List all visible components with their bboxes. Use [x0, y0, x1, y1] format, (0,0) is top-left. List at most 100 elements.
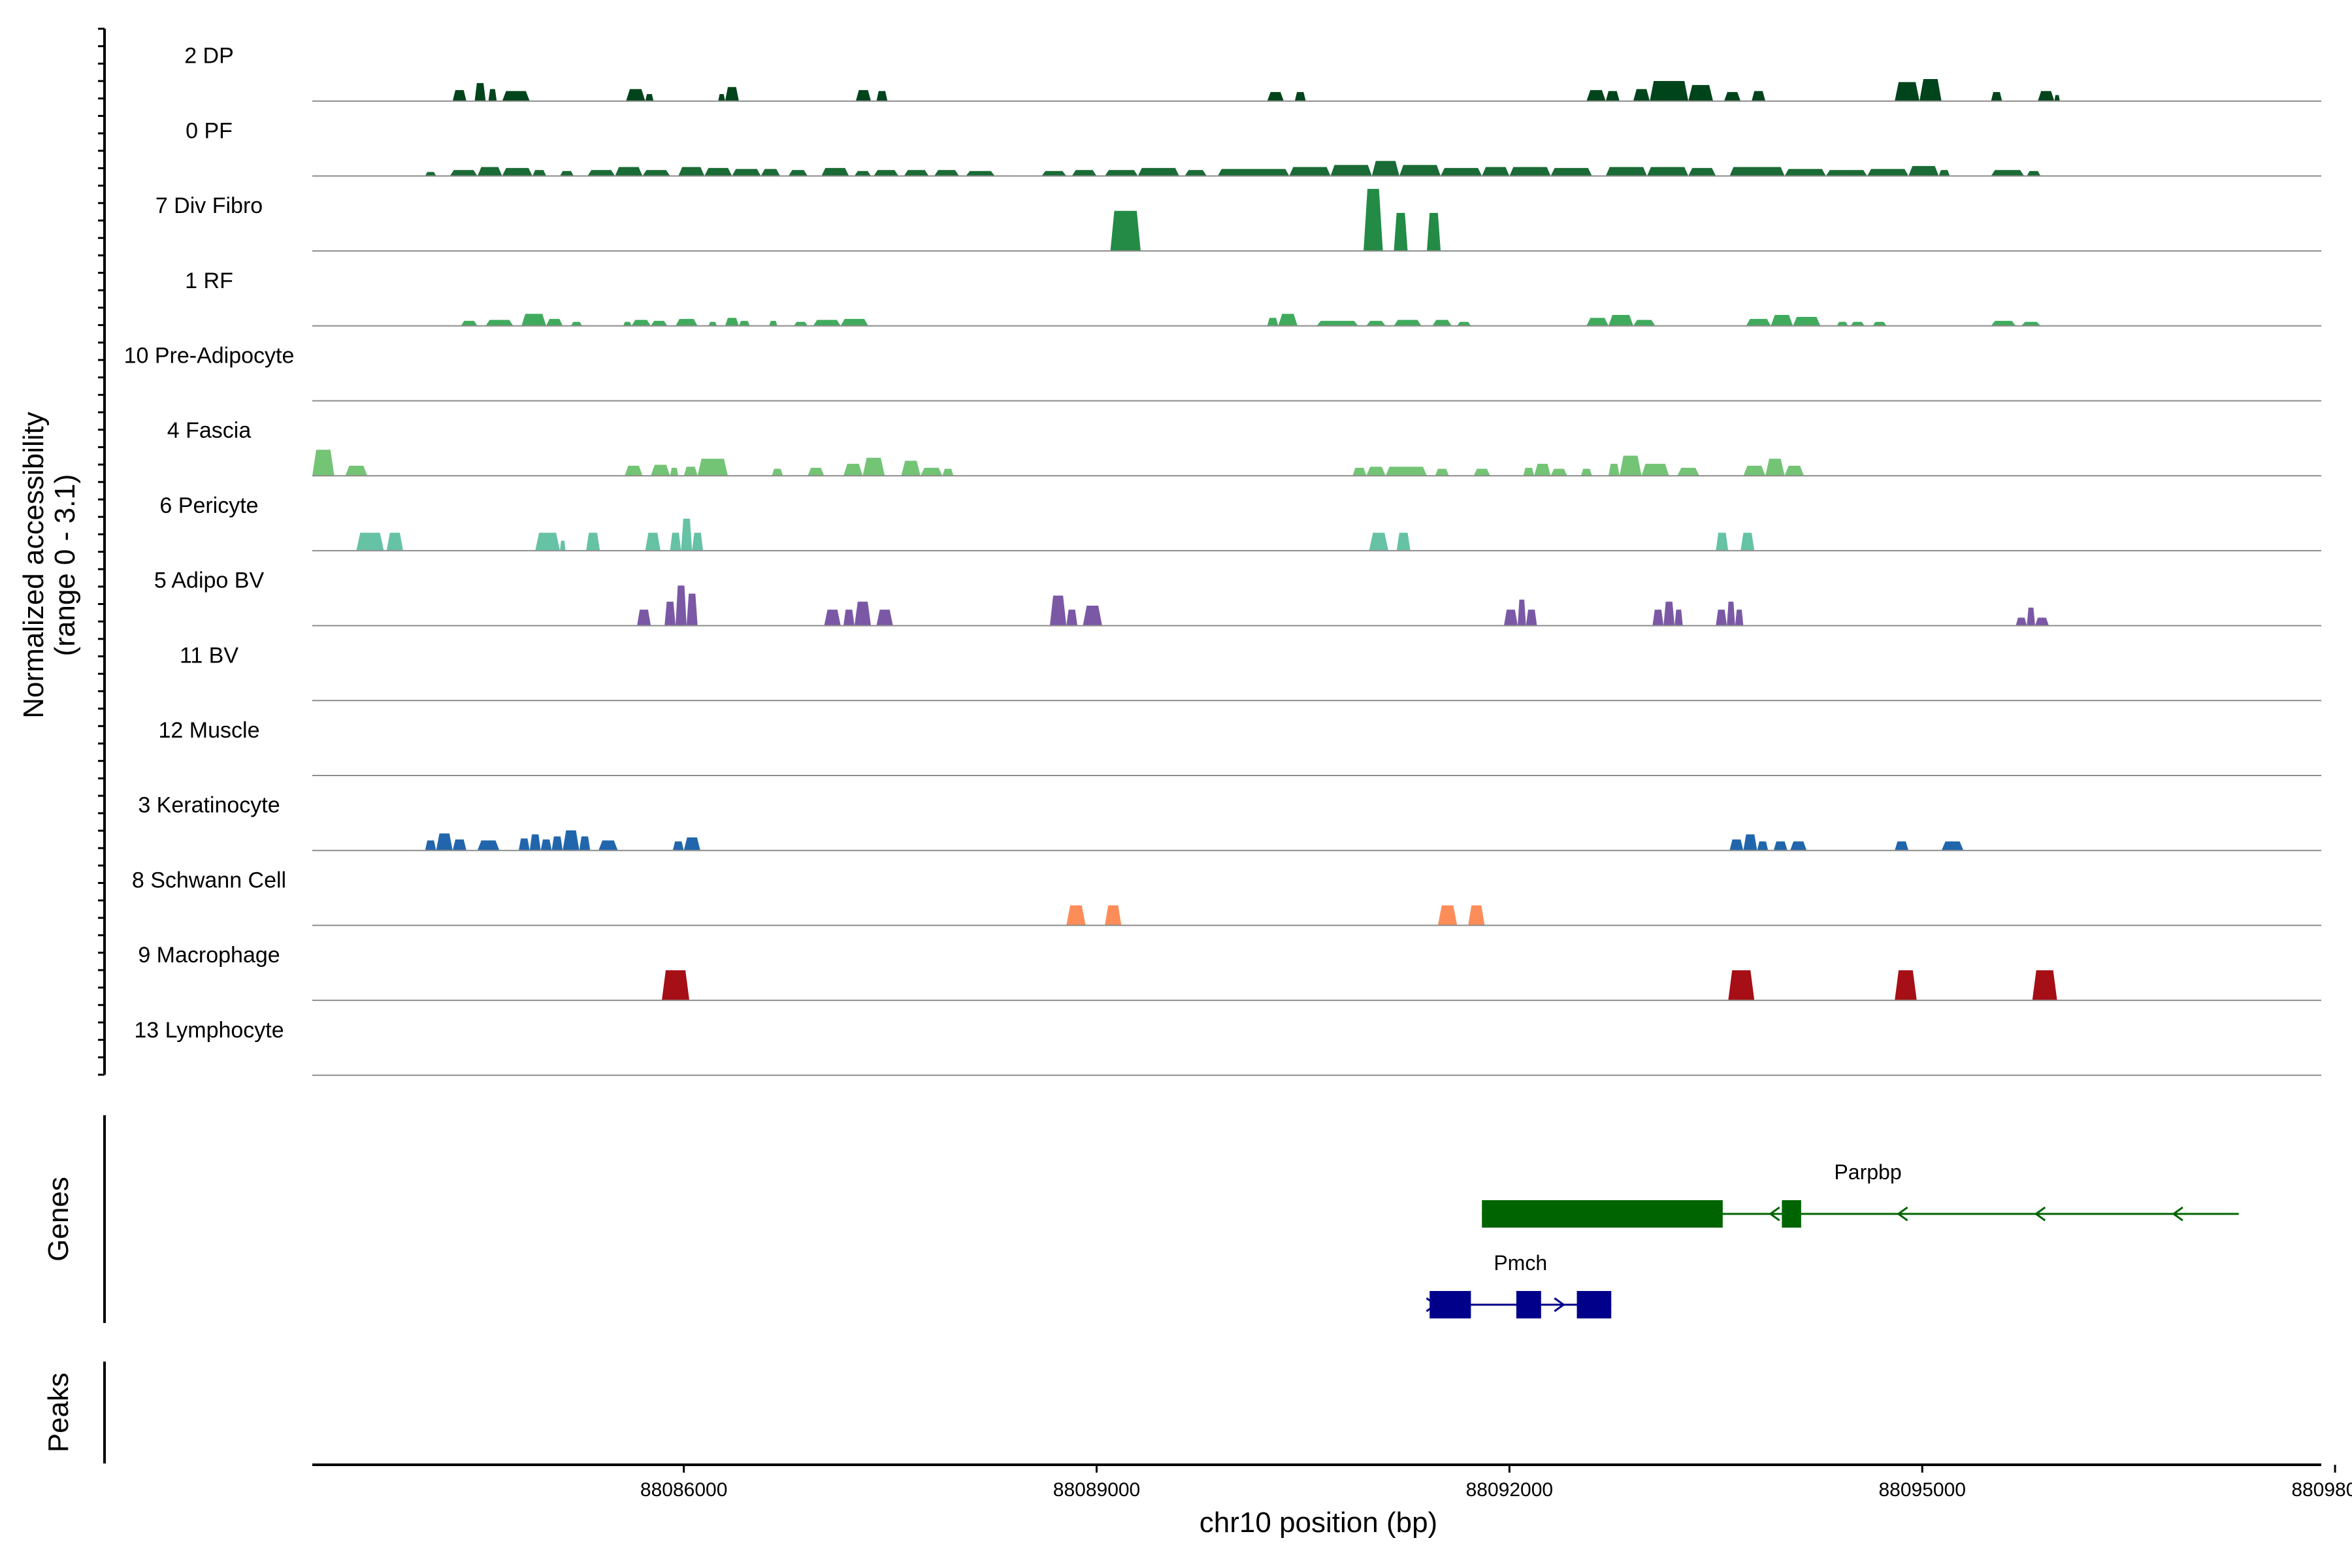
coverage-peak — [1609, 463, 1620, 476]
strand-arrow — [1426, 1297, 1437, 1313]
coverage-peak — [1586, 318, 1609, 326]
track-label: 5 Adipo BV — [154, 568, 265, 593]
coverage-peak — [2054, 95, 2060, 101]
coverage-peak — [1366, 321, 1386, 326]
coverage-peak — [1580, 468, 1592, 476]
coverage-peak — [676, 319, 698, 326]
x-tick-label: 88086000 — [640, 1479, 727, 1501]
coverage-peak — [2038, 91, 2055, 101]
track-13-lymphocyte: 13 Lymphocyte — [134, 1018, 2321, 1076]
coverage-peak — [1066, 610, 1078, 626]
coverage-peak — [855, 90, 872, 101]
coverage-peak — [1784, 169, 1826, 176]
strand-arrow — [1554, 1297, 1565, 1313]
coverage-peak — [477, 167, 502, 176]
strand-arrow — [1897, 1206, 1908, 1222]
coverage-peak — [1729, 839, 1744, 851]
gene-annotation-panel: Parpbp Pmch — [1426, 1160, 2239, 1318]
coverage-peak — [1294, 91, 1306, 101]
coverage-peak — [854, 601, 872, 626]
coverage-peak — [1105, 170, 1138, 176]
coverage-peak — [1586, 90, 1606, 101]
coverage-peak — [474, 83, 486, 101]
coverage-peak — [645, 532, 661, 551]
coverage-peak — [874, 170, 899, 176]
coverage-peak — [697, 459, 728, 476]
coverage-peak — [661, 970, 690, 1001]
coverage-peak — [345, 465, 368, 476]
coverage-peak — [587, 170, 615, 176]
coverage-peak — [738, 321, 750, 326]
coverage-peak — [1837, 321, 1848, 326]
coverage-peak — [808, 467, 825, 476]
coverage-peak — [1743, 465, 1766, 476]
coverage-peak — [1650, 81, 1689, 101]
y-axis-title-line1: Normalized accessibility — [18, 412, 50, 718]
coverage-peak — [1394, 212, 1408, 252]
coverage-peak — [1716, 610, 1727, 626]
coverage-peak — [2016, 617, 2027, 626]
coverage-peak — [1938, 170, 1950, 176]
coverage-peak — [645, 93, 654, 101]
accessibility-tracks: 2 DP 0 PF 7 Div Fibro 1 RF 10 Pre-Adipocyte 4… — [124, 44, 2321, 1076]
coverage-peak — [672, 841, 684, 851]
coverage-peak — [1278, 314, 1298, 326]
coverage-peak — [626, 89, 645, 101]
coverage-peak — [1688, 168, 1716, 176]
coverage-peak — [1066, 905, 1086, 926]
peaks-panel-label: Peaks — [42, 1373, 74, 1452]
coverage-peak — [1729, 167, 1785, 176]
track-12-muscle: 12 Muscle — [159, 718, 2321, 776]
track-9-macrophage: 9 Macrophage — [138, 943, 2321, 1002]
coverage-peak — [1633, 319, 1656, 326]
coverage-peak — [1385, 466, 1427, 476]
coverage-peak — [1473, 468, 1490, 476]
coverage-peak — [718, 93, 725, 101]
coverage-peak — [579, 836, 591, 851]
coverage-peak — [1867, 169, 1909, 176]
gene-name-label: Parpbp — [1834, 1160, 1901, 1184]
gene-exon — [1516, 1291, 1541, 1318]
coverage-peak — [1716, 532, 1729, 551]
coverage-peak — [535, 532, 561, 551]
gene-exon — [1482, 1200, 1723, 1228]
coverage-peak — [598, 840, 618, 851]
coverage-peak — [502, 91, 530, 101]
x-tick-label: 88089000 — [1053, 1479, 1140, 1501]
track-label: 4 Fascia — [167, 418, 252, 443]
coverage-peak — [356, 532, 384, 551]
coverage-peak — [651, 465, 670, 476]
coverage-peak — [772, 468, 783, 476]
coverage-peak — [942, 468, 954, 476]
coverage-peak — [1773, 841, 1788, 851]
coverage-peak — [1509, 167, 1551, 176]
coverage-peak — [1633, 89, 1650, 101]
coverage-peak — [1752, 91, 1766, 101]
coverage-peak — [1369, 532, 1389, 551]
coverage-peak — [1366, 466, 1386, 476]
coverage-peak — [1083, 605, 1102, 626]
strand-arrow — [2172, 1206, 2183, 1222]
coverage-peak — [966, 171, 995, 176]
coverage-peak — [1908, 166, 1939, 176]
coverage-peak — [840, 319, 868, 326]
coverage-peak — [551, 836, 563, 851]
coverage-peak — [2032, 970, 2057, 1001]
coverage-peak — [1677, 467, 1700, 476]
coverage-peak — [1735, 610, 1744, 626]
gene-exon — [1576, 1291, 1612, 1318]
coverage-peak — [1771, 314, 1793, 326]
coverage-peak — [540, 839, 552, 851]
coverage-peak — [1895, 970, 1917, 1001]
coverage-peak — [488, 89, 497, 101]
track-label: 12 Muscle — [159, 718, 260, 743]
track-5-adipo-bv: 5 Adipo BV — [154, 568, 2321, 627]
coverage-peak — [485, 319, 514, 326]
coverage-peak — [1482, 167, 1510, 176]
coverage-peak — [1267, 91, 1284, 101]
coverage-peak — [631, 319, 651, 326]
coverage-peak — [676, 585, 687, 626]
coverage-peak — [876, 91, 888, 101]
coverage-peak — [1605, 91, 1620, 101]
coverage-peak — [1850, 321, 1865, 326]
